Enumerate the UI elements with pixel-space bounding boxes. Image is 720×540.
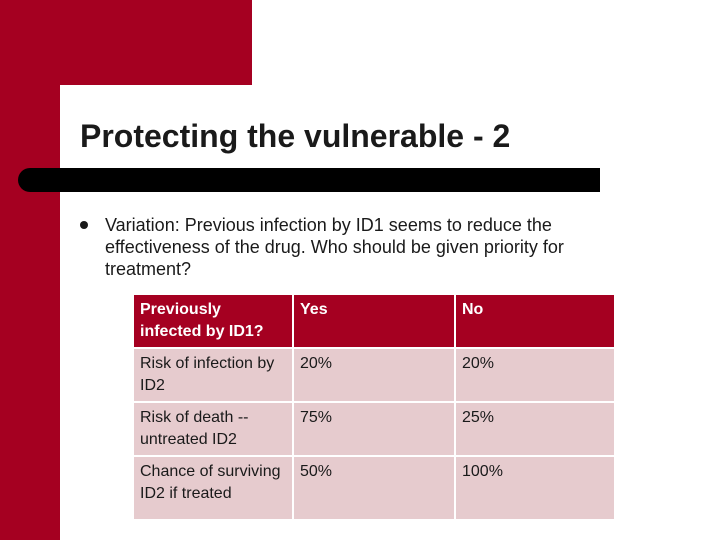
slide-title: Protecting the vulnerable - 2	[80, 118, 511, 154]
table-cell: 20%	[292, 347, 456, 403]
table-cell: 100%	[454, 455, 616, 521]
bullet-item: Variation: Previous infection by ID1 see…	[80, 214, 640, 280]
bullet-dot-icon	[80, 221, 88, 229]
table-cell: Chance of surviving ID2 if treated	[132, 455, 294, 521]
table-row: Risk of death -- untreated ID2 75% 25%	[132, 401, 616, 457]
table-header-cell: No	[454, 293, 616, 349]
table-header-row: Previously infected by ID1? Yes No	[132, 293, 616, 349]
table-cell: 50%	[292, 455, 456, 521]
table-cell: 25%	[454, 401, 616, 457]
table-cell: Risk of death -- untreated ID2	[132, 401, 294, 457]
data-table: Previously infected by ID1? Yes No Risk …	[132, 293, 616, 521]
table-cell: 20%	[454, 347, 616, 403]
table-header-cell: Yes	[292, 293, 456, 349]
title-divider	[18, 168, 600, 192]
bullet-text: Variation: Previous infection by ID1 see…	[105, 215, 564, 279]
table-header-cell: Previously infected by ID1?	[132, 293, 294, 349]
table-row: Risk of infection by ID2 20% 20%	[132, 347, 616, 403]
table-row: Chance of surviving ID2 if treated 50% 1…	[132, 455, 616, 521]
accent-left-bar	[0, 0, 60, 540]
table-cell: Risk of infection by ID2	[132, 347, 294, 403]
table-cell: 75%	[292, 401, 456, 457]
